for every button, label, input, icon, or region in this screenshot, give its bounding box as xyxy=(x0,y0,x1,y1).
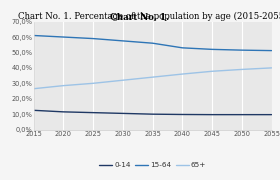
Title: Chart No. 1. Percentage of the population by age (2015-2055): Chart No. 1. Percentage of the populatio… xyxy=(18,12,280,21)
Line: 15-64: 15-64 xyxy=(34,35,272,51)
65+ xyxy=(211,70,214,72)
15-64 xyxy=(92,37,95,40)
0-14 xyxy=(270,114,273,116)
Text: Chart No. 1.: Chart No. 1. xyxy=(110,13,170,22)
65+ xyxy=(240,68,244,71)
Legend: 0-14, 15-64, 65+: 0-14, 15-64, 65+ xyxy=(96,159,209,171)
65+ xyxy=(92,82,95,84)
Line: 65+: 65+ xyxy=(34,68,272,89)
15-64 xyxy=(62,36,65,38)
15-64 xyxy=(211,48,214,50)
15-64 xyxy=(121,40,125,42)
15-64 xyxy=(270,50,273,52)
0-14 xyxy=(121,112,125,114)
65+ xyxy=(181,73,184,75)
0-14 xyxy=(151,113,154,115)
Line: 0-14: 0-14 xyxy=(34,110,272,115)
65+ xyxy=(62,85,65,87)
0-14 xyxy=(240,114,244,116)
15-64 xyxy=(151,42,154,44)
0-14 xyxy=(62,111,65,113)
65+ xyxy=(32,88,35,90)
0-14 xyxy=(32,109,35,111)
65+ xyxy=(151,76,154,78)
65+ xyxy=(121,79,125,81)
15-64 xyxy=(32,34,35,37)
Text: Chart No. 1. Percentage of the population by age (2015-2055): Chart No. 1. Percentage of the populatio… xyxy=(5,13,275,22)
0-14 xyxy=(211,114,214,116)
15-64 xyxy=(240,49,244,51)
0-14 xyxy=(92,112,95,114)
15-64 xyxy=(181,47,184,49)
65+ xyxy=(270,67,273,69)
0-14 xyxy=(181,113,184,116)
